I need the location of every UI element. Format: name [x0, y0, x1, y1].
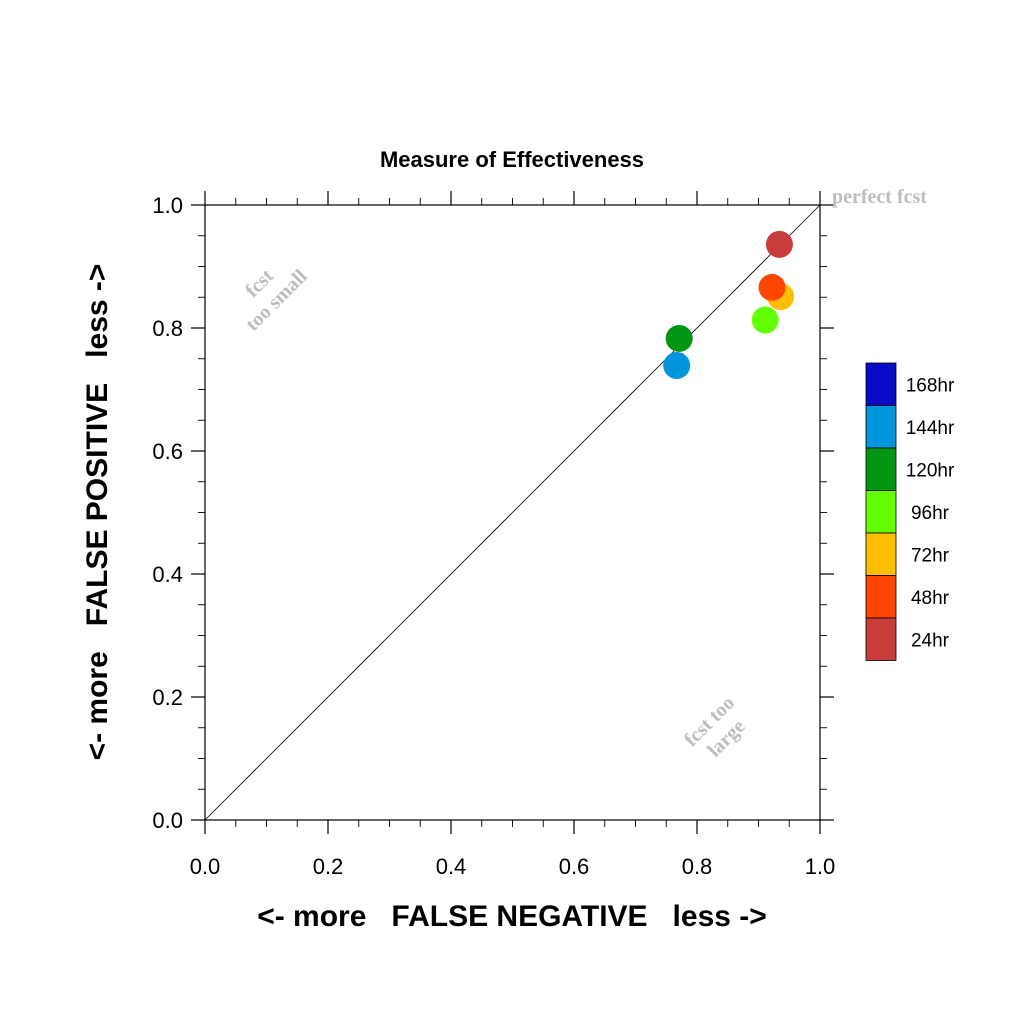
x-tick-label: 0.2 [313, 854, 344, 879]
x-tick-label: 1.0 [805, 854, 836, 879]
legend-label-48hr: 48hr [911, 588, 950, 609]
tick-labels: 0.0 0.2 0.4 0.6 0.8 1.0 0.0 0.2 0.4 0.6 0.8 1.0 [152, 193, 835, 879]
y-tick-label: 0.6 [152, 439, 183, 464]
legend-label-168hr: 168hr [906, 375, 955, 396]
note-fcst-too-large: fcst too large [680, 692, 750, 762]
note-fcst-too-small: fcst too small [241, 265, 312, 336]
perfect-diagonal-line [204, 204, 821, 821]
legend-swatch-96hr [865, 490, 897, 534]
legend-swatch-144hr [865, 405, 897, 449]
y-tick-label: 1.0 [152, 193, 183, 218]
note-perfect-fcst: perfect fcst [832, 186, 927, 208]
x-tick-label: 0.6 [559, 854, 590, 879]
x-tick-label: 0.4 [436, 854, 467, 879]
legend-swatch-168hr [865, 362, 897, 406]
legend-swatch-72hr [865, 532, 897, 576]
legend-swatch-48hr [865, 575, 897, 619]
legend-label-24hr: 24hr [911, 630, 950, 651]
legend-label-96hr: 96hr [911, 503, 950, 524]
legend-label-144hr: 144hr [906, 418, 955, 439]
plot-area: 0.0 0.2 0.4 0.6 0.8 1.0 0.0 0.2 0.4 0.6 0.8 1.0 [152, 191, 835, 879]
point-48hr [758, 273, 786, 301]
legend-swatch-24hr [865, 617, 897, 661]
legend-swatch-120hr [865, 447, 897, 491]
chart-title: Measure of Effectiveness [380, 147, 644, 172]
x-tick-label: 0.0 [190, 854, 221, 879]
legend-label-120hr: 120hr [906, 460, 955, 481]
point-144hr [663, 352, 691, 380]
x-tick-label: 0.8 [682, 854, 713, 879]
point-96hr [751, 306, 779, 334]
axis-ticks [191, 191, 834, 834]
y-tick-label: 0.2 [152, 685, 183, 710]
point-120hr [665, 324, 693, 352]
point-24hr [765, 230, 793, 258]
y-tick-label: 0.4 [152, 562, 183, 587]
x-axis-title: <- more FALSE NEGATIVE less -> [257, 900, 767, 933]
y-axis-title: <- more FALSE POSITIVE less -> [81, 264, 114, 761]
y-tick-label: 0.0 [152, 808, 183, 833]
legend-label-72hr: 72hr [911, 545, 950, 566]
data-points [663, 230, 795, 380]
y-tick-label: 0.8 [152, 316, 183, 341]
legend: 168hr 144hr 120hr 96hr 72hr 48hr 24hr [865, 362, 955, 661]
